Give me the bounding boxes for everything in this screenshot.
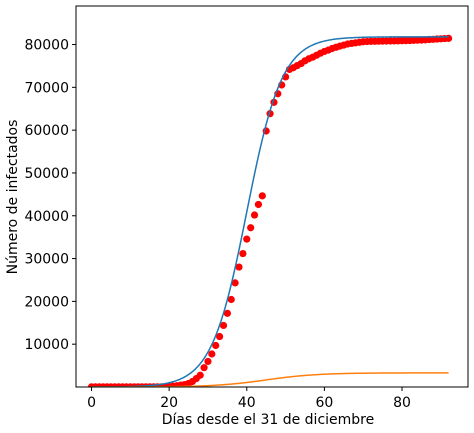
data-point <box>200 364 208 372</box>
data-point <box>216 332 224 341</box>
chart-marks <box>87 34 453 387</box>
x-tick-label: 20 <box>160 395 178 411</box>
y-tick-label: 60000 <box>24 123 69 139</box>
y-tick-label: 50000 <box>24 166 69 182</box>
x-axis-label: Días desde el 31 de diciembre <box>162 412 374 428</box>
y-tick-label: 40000 <box>24 209 69 225</box>
data-point <box>204 357 212 366</box>
plot-frame <box>75 5 469 388</box>
y-tick-label: 30000 <box>24 252 69 268</box>
data-point <box>212 341 220 350</box>
data-point <box>235 263 243 271</box>
model-curve-1 <box>91 36 449 387</box>
x-tick-label: 0 <box>87 395 96 411</box>
y-tick-label: 80000 <box>24 38 69 54</box>
data-point <box>243 235 251 243</box>
data-point <box>208 350 216 358</box>
chart-axes: 0 20 40 60 80 10000 20000 30000 40000 50000 60000 7… <box>24 5 469 411</box>
data-point <box>247 224 255 232</box>
y-tick-label: 20000 <box>24 294 69 310</box>
y-tick-label: 70000 <box>24 80 69 96</box>
data-point <box>254 200 263 209</box>
plot-area <box>87 34 453 387</box>
data-point <box>196 371 204 379</box>
data-point <box>227 295 235 304</box>
data-point <box>219 321 228 330</box>
data-point <box>239 250 247 258</box>
x-tick-label: 40 <box>238 395 256 411</box>
data-point <box>258 192 266 200</box>
y-tick-label: 10000 <box>24 337 69 353</box>
data-point <box>444 34 453 42</box>
data-point <box>231 279 239 287</box>
x-tick-label: 60 <box>315 395 333 411</box>
y-axis-label: Número de infectados <box>5 120 21 275</box>
data-point <box>250 211 259 219</box>
data-point <box>223 309 231 317</box>
x-tick-label: 80 <box>393 395 411 411</box>
